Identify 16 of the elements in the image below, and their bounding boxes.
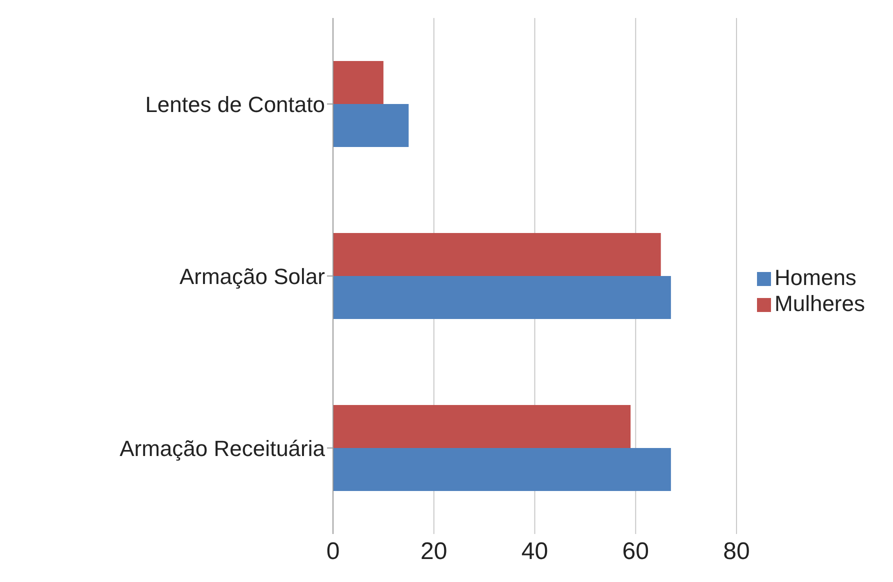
y-tick-label: Lentes de Contato	[145, 92, 325, 117]
bar	[333, 448, 671, 491]
x-tick-label: 60	[622, 538, 649, 566]
bar	[333, 405, 631, 448]
bar	[333, 233, 661, 276]
y-tick-label: Armação Receituária	[120, 436, 326, 461]
legend-label: Mulheres	[774, 291, 865, 316]
x-tick-label: 0	[326, 538, 340, 566]
legend-label: Homens	[774, 265, 856, 290]
x-tick-label: 20	[420, 538, 448, 566]
bar	[333, 61, 384, 104]
bar	[333, 276, 671, 319]
x-tick-label: 40	[521, 538, 548, 566]
y-tick-label: Armação Solar	[179, 264, 325, 289]
bar	[333, 104, 409, 147]
x-tick-label: 80	[723, 538, 750, 566]
